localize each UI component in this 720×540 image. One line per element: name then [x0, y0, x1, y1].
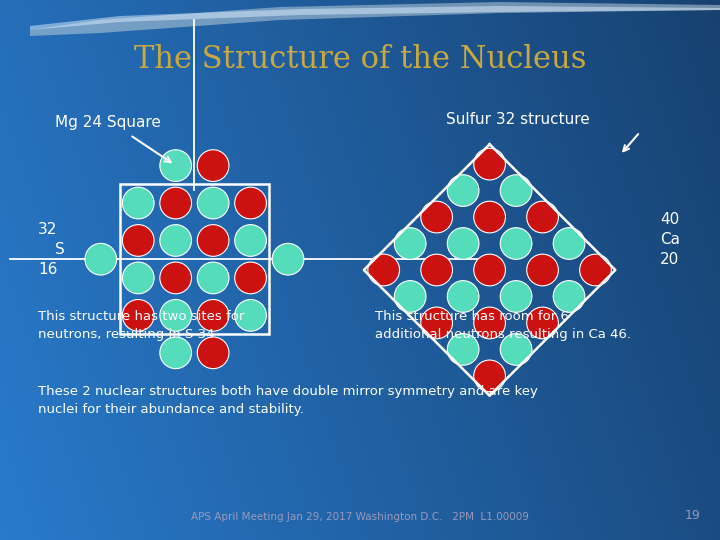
Circle shape [235, 262, 266, 294]
Circle shape [235, 225, 266, 256]
Circle shape [235, 300, 266, 331]
Text: This structure has two sites for
neutrons, resulting in S 34.: This structure has two sites for neutron… [38, 310, 244, 341]
Circle shape [197, 150, 229, 181]
Circle shape [160, 337, 192, 369]
Circle shape [122, 225, 154, 256]
Circle shape [553, 228, 585, 259]
Text: APS April Meeting Jan 29, 2017 Washington D.C.   2PM  L1.00009: APS April Meeting Jan 29, 2017 Washingto… [191, 512, 529, 522]
Circle shape [197, 337, 229, 369]
Circle shape [500, 228, 532, 259]
Circle shape [160, 262, 192, 294]
Polygon shape [30, 6, 720, 30]
Circle shape [447, 334, 479, 365]
Circle shape [527, 201, 559, 233]
Circle shape [500, 175, 532, 206]
Circle shape [197, 187, 229, 219]
Text: 16: 16 [38, 262, 58, 278]
Circle shape [447, 228, 479, 259]
Circle shape [122, 262, 154, 294]
Circle shape [395, 281, 426, 312]
Circle shape [500, 281, 532, 312]
Circle shape [500, 334, 532, 365]
Circle shape [474, 148, 505, 180]
Text: Ca: Ca [660, 233, 680, 247]
Text: 40: 40 [660, 213, 679, 227]
Text: S: S [55, 242, 65, 258]
Circle shape [368, 254, 400, 286]
Polygon shape [30, 2, 720, 36]
Circle shape [474, 254, 505, 286]
Text: 32: 32 [38, 222, 58, 238]
Text: Mg 24 Square: Mg 24 Square [55, 114, 161, 130]
Circle shape [160, 150, 192, 181]
Circle shape [553, 281, 585, 312]
Circle shape [447, 281, 479, 312]
Circle shape [197, 300, 229, 331]
Circle shape [420, 254, 452, 286]
Circle shape [122, 187, 154, 219]
Circle shape [197, 262, 229, 294]
Circle shape [197, 225, 229, 256]
Circle shape [474, 360, 505, 392]
Circle shape [160, 300, 192, 331]
Circle shape [420, 201, 452, 233]
Text: These 2 nuclear structures both have double mirror symmetry and are key
nuclei f: These 2 nuclear structures both have dou… [38, 385, 538, 416]
Circle shape [527, 307, 559, 339]
Circle shape [272, 244, 304, 275]
Text: 20: 20 [660, 253, 679, 267]
Circle shape [395, 228, 426, 259]
Text: 19: 19 [684, 509, 700, 522]
Circle shape [580, 254, 611, 286]
Circle shape [527, 254, 559, 286]
Circle shape [122, 300, 154, 331]
Text: This structure has room for 6
additional neutrons resulting in Ca 46.: This structure has room for 6 additional… [375, 310, 631, 341]
Bar [120, 184, 269, 334]
Circle shape [420, 307, 452, 339]
Circle shape [474, 307, 505, 339]
Circle shape [235, 187, 266, 219]
Circle shape [160, 225, 192, 256]
Circle shape [85, 244, 117, 275]
Circle shape [474, 201, 505, 233]
Circle shape [160, 187, 192, 219]
Circle shape [447, 175, 479, 206]
Text: Sulfur 32 structure: Sulfur 32 structure [446, 112, 590, 127]
Text: The Structure of the Nucleus: The Structure of the Nucleus [134, 44, 586, 76]
